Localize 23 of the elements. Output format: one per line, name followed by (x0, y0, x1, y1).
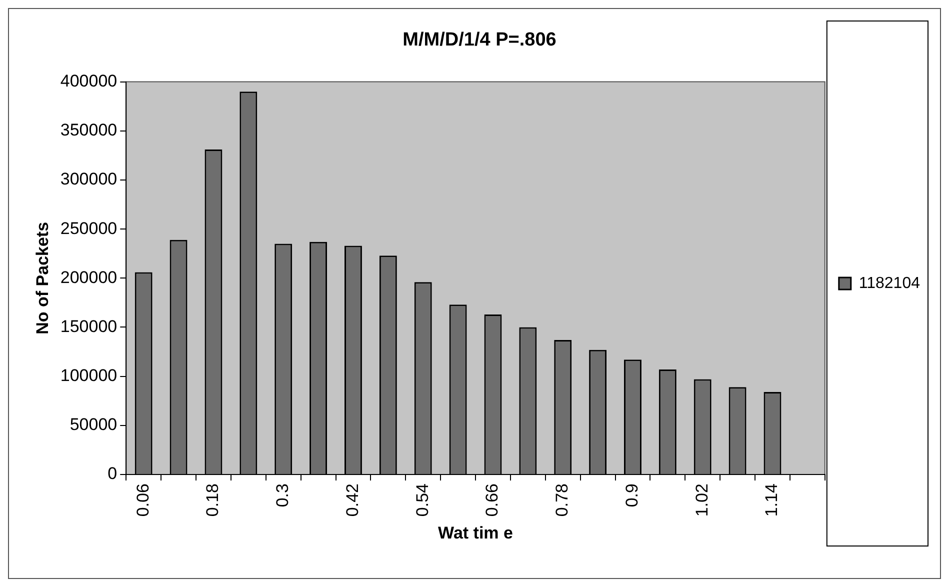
x-tick-label: 0.54 (412, 484, 432, 517)
x-tick-label: 0.18 (203, 484, 222, 517)
x-tick-label: 0.66 (482, 484, 502, 517)
legend-label: 1182104 (858, 274, 920, 292)
x-tick-label: 0.42 (342, 484, 362, 517)
y-tick-label: 400000 (60, 71, 118, 90)
x-tick-label: 1.14 (762, 484, 782, 517)
y-tick-label: 300000 (60, 170, 118, 189)
chart-title: M/M/D/1/4 P=.806 (402, 30, 556, 51)
x-tick-label: 0.3 (273, 484, 292, 508)
y-tick-label: 150000 (60, 316, 118, 336)
y-tick-label: 50000 (70, 415, 118, 434)
y-tick-label: 0 (108, 464, 118, 484)
y-axis-title: No of Packets (32, 222, 52, 334)
x-tick-label: 0.06 (133, 484, 152, 517)
y-tick-label: 250000 (60, 218, 118, 238)
y-tick-label: 200000 (60, 268, 118, 287)
x-tick-label: 1.02 (692, 484, 712, 517)
y-tick-label: 350000 (60, 120, 118, 140)
x-tick-label: 0.78 (552, 484, 572, 517)
x-tick-label: 0.9 (622, 484, 642, 508)
x-axis-title: Wat tim e (438, 523, 513, 542)
y-tick-label: 100000 (60, 366, 118, 386)
